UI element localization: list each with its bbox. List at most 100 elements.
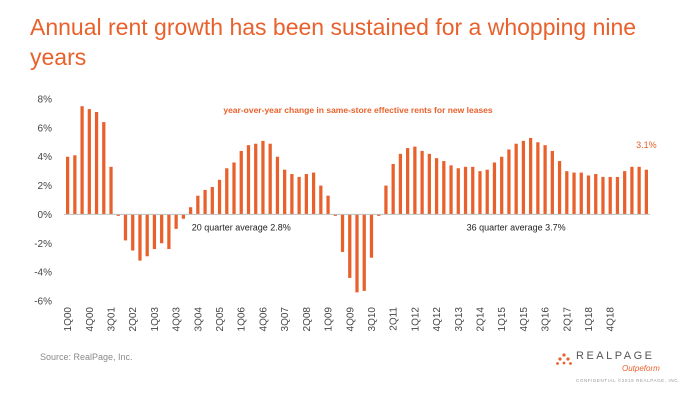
bar: [290, 174, 294, 215]
bars-group: [65, 106, 649, 293]
bar: [413, 146, 417, 215]
bar: [355, 214, 359, 293]
bar: [543, 145, 547, 215]
bar: [637, 166, 641, 215]
bar: [427, 153, 431, 215]
x-tick-label: 2Q11: [389, 307, 400, 331]
bar: [442, 161, 446, 215]
bar: [550, 150, 554, 215]
x-tick-label: 3Q01: [107, 307, 118, 332]
bar: [326, 195, 330, 215]
bar: [123, 214, 128, 241]
bar: [283, 169, 287, 215]
chart-annotation: 20 quarter average 2.8%: [192, 222, 291, 232]
bar: [181, 214, 185, 219]
bar: [536, 142, 540, 215]
bar: [254, 143, 258, 215]
bar: [196, 195, 200, 215]
x-tick-label: 2Q14: [475, 307, 486, 332]
bar: [268, 143, 272, 215]
bar: [456, 168, 460, 215]
bar: [311, 172, 316, 215]
bar: [65, 156, 70, 215]
bar: [203, 189, 207, 215]
bar: [514, 143, 518, 215]
x-axis-ticks: 1Q00 4Q00 3Q01 2Q02 1Q03 4Q03 3Q04 2Q05 1Q06 4Q06…: [63, 307, 617, 332]
chart-subtitle: year-over-year change in same-store effe…: [223, 105, 493, 115]
bar: [160, 214, 164, 244]
y-tick-label: -4%: [34, 268, 52, 279]
bar: [362, 214, 366, 291]
bar: [87, 109, 91, 215]
x-tick-label: 3Q10: [367, 307, 378, 332]
x-tick-label: 1Q18: [584, 307, 595, 332]
x-tick-label: 4Q00: [85, 307, 96, 332]
bar: [572, 172, 576, 215]
x-tick-label: 2Q05: [215, 307, 226, 332]
bar: [102, 122, 106, 215]
bar: [601, 176, 605, 215]
bar: [557, 161, 562, 215]
bar: [615, 176, 620, 215]
bar: [116, 214, 120, 216]
bar: [471, 166, 475, 215]
bar: [246, 145, 251, 215]
y-tick-label: 0%: [38, 210, 53, 221]
chart-annotation: 36 quarter average 3.7%: [467, 222, 566, 232]
y-tick-label: 2%: [38, 181, 53, 192]
bar: [492, 162, 497, 215]
bar: [478, 171, 482, 215]
bar: [369, 214, 374, 258]
annotations-group: 20 quarter average 2.8% 36 quarter averag…: [192, 140, 657, 232]
x-tick-label: 2Q08: [302, 307, 313, 332]
y-axis-ticks: 8% 6% 4% 2% 0% -2% -4% -6%: [34, 95, 52, 308]
bar: [565, 171, 569, 215]
bar: [644, 169, 649, 215]
bar: [304, 174, 308, 215]
bar: [109, 166, 113, 215]
x-tick-label: 4Q18: [606, 307, 617, 332]
x-tick-label: 4Q03: [172, 307, 183, 332]
y-tick-label: -6%: [34, 297, 52, 308]
bar: [333, 214, 337, 216]
logo-dots-icon: [556, 353, 572, 365]
bar: [131, 214, 135, 251]
x-tick-label: 3Q16: [541, 307, 552, 332]
bar: [80, 106, 84, 215]
bar: [152, 214, 157, 250]
x-tick-label: 1Q09: [324, 307, 335, 332]
bar: [406, 148, 410, 215]
x-tick-label: 2Q17: [562, 307, 573, 332]
logo-tagline: Outpeform: [622, 364, 660, 373]
bar: [391, 163, 395, 215]
bar: [239, 150, 243, 215]
bar: [340, 214, 345, 252]
bar: [377, 214, 381, 216]
bar: [507, 149, 511, 215]
bar: [398, 153, 403, 215]
source-note: Source: RealPage, Inc.: [40, 352, 133, 362]
x-tick-label: 3Q04: [193, 307, 204, 332]
bar: [630, 166, 634, 215]
bar: [297, 176, 301, 215]
bar: [463, 166, 468, 215]
bar: [500, 156, 504, 215]
realpage-logo: REALPAGE Outpeform CONFIDENTIAL ©2019 RE…: [556, 348, 686, 388]
x-tick-label: 4Q06: [258, 307, 269, 332]
y-tick-label: 6%: [38, 123, 53, 134]
bar: [261, 140, 265, 215]
bar: [174, 214, 178, 229]
bar: [586, 175, 591, 215]
bar: [348, 214, 352, 278]
bar: [225, 168, 229, 215]
logo-name: REALPAGE: [576, 350, 655, 362]
x-tick-label: 3Q07: [280, 307, 291, 332]
confidential-note: CONFIDENTIAL ©2019 REALPAGE, INC.: [576, 378, 680, 383]
bar: [167, 214, 171, 250]
bar: [275, 156, 280, 215]
bar: [521, 140, 526, 215]
bar: [384, 185, 388, 215]
x-tick-label: 2Q02: [128, 307, 139, 332]
bar: [449, 165, 453, 215]
